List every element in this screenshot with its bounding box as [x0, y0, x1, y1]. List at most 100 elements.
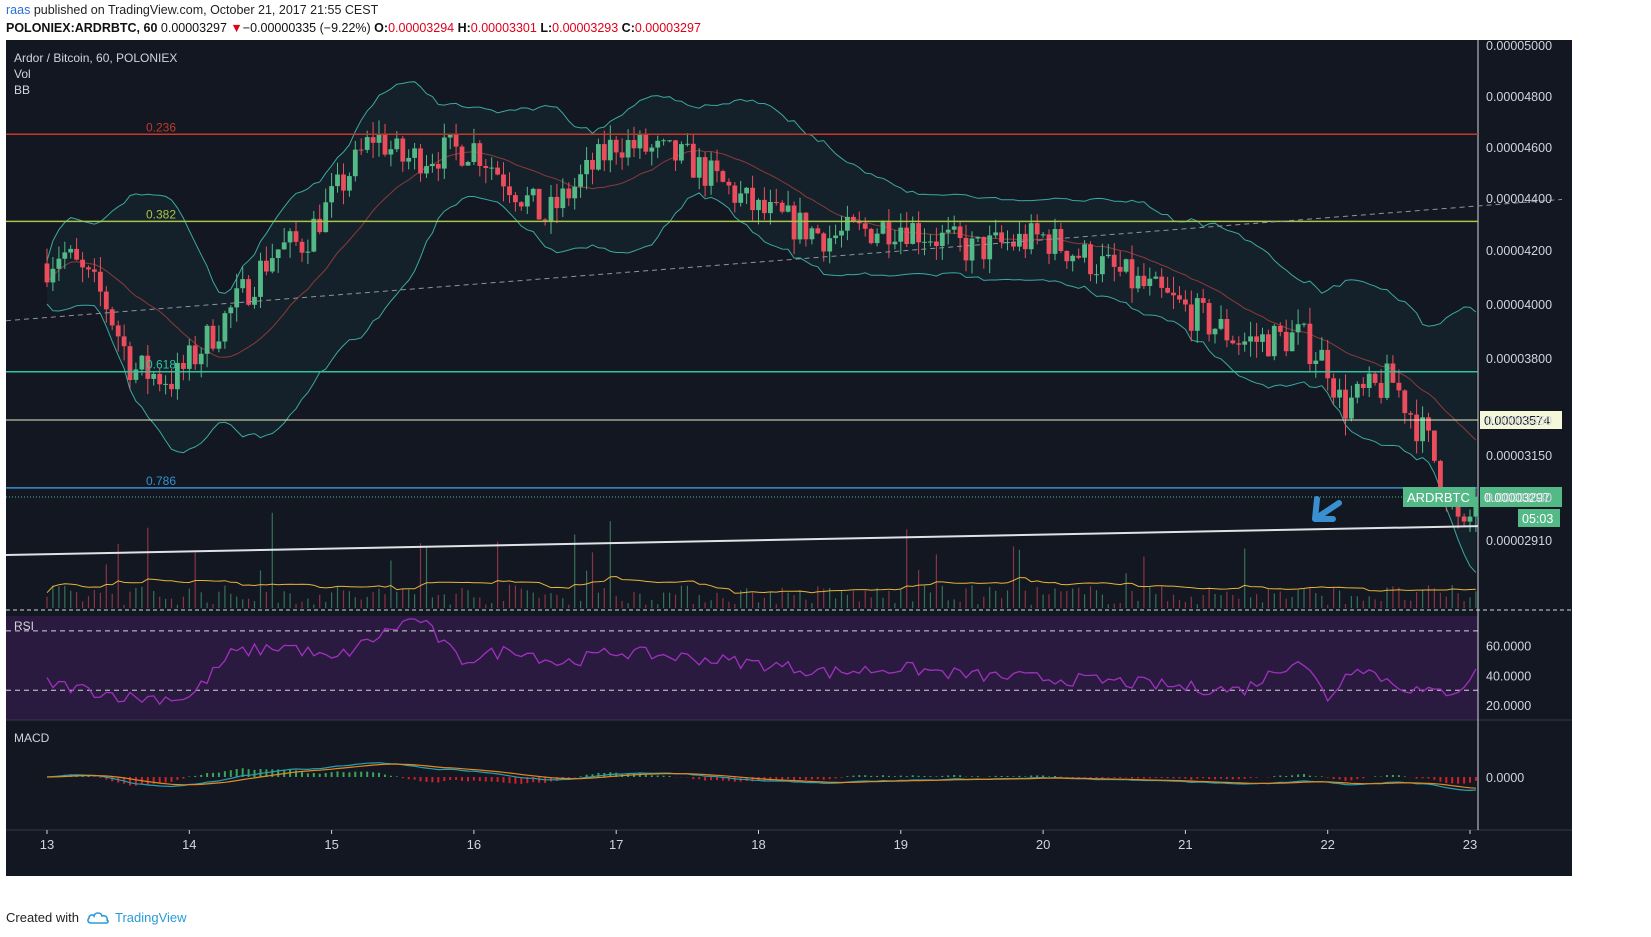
candle-body [584, 160, 589, 175]
open-value: 0.00003294 [388, 21, 455, 35]
candle-body [1277, 325, 1283, 332]
macd-histogram-bar [217, 772, 220, 777]
macd-histogram-bar [1445, 777, 1448, 784]
macd-histogram-bar [1184, 777, 1187, 779]
macd-histogram-bar [1439, 777, 1442, 782]
volume-bar [722, 597, 724, 608]
macd-histogram-bar [247, 769, 250, 777]
macd-histogram-bar [1036, 775, 1039, 777]
candle-body [1420, 417, 1425, 442]
macd-histogram-bar [1137, 777, 1139, 779]
candle-body [394, 138, 400, 150]
volume-bar [1119, 603, 1121, 608]
high-label: H: [457, 21, 471, 35]
candle-body [625, 140, 631, 158]
candle-body [323, 202, 329, 233]
volume-bar [692, 604, 694, 608]
macd-histogram-bar [1160, 777, 1163, 778]
macd-histogram-bar [1451, 777, 1454, 784]
candle-body [779, 202, 785, 212]
candle-body [1331, 378, 1336, 398]
candle-body [1242, 341, 1248, 345]
volume-bar [953, 599, 955, 608]
volume-bar [959, 601, 961, 608]
macd-histogram-bar [799, 777, 801, 780]
volume-bar [918, 569, 920, 608]
candle-body [554, 196, 560, 209]
volume-bar [1232, 595, 1234, 608]
macd-line [46, 762, 1476, 792]
macd-histogram-bar [1457, 777, 1460, 784]
macd-histogram-bar [828, 777, 831, 780]
macd-histogram-bar [870, 775, 873, 777]
volume-bar [1333, 586, 1335, 608]
macd-histogram-bar [384, 774, 386, 777]
candle-body [607, 139, 613, 161]
last-price-tag [1480, 487, 1562, 507]
price-axis-tick: 0.00003800 [1486, 352, 1552, 366]
candle-body [1260, 334, 1265, 342]
candle-body [121, 336, 127, 347]
volume-bar [1095, 590, 1098, 608]
volume-bar [846, 594, 848, 608]
volume-bar [734, 604, 736, 608]
tradingview-link[interactable]: TradingView [87, 910, 187, 925]
candle-body [803, 212, 809, 240]
macd-histogram-bar [929, 776, 932, 777]
volume-bar [212, 604, 214, 608]
volume-bar [965, 588, 967, 608]
candle-body [447, 134, 453, 138]
volume-bar [508, 584, 511, 608]
candle-body [1248, 336, 1253, 342]
rsi-line [46, 618, 1477, 706]
candle-body [1461, 516, 1467, 522]
candle-body [548, 196, 554, 222]
created-with-label: Created with [6, 910, 79, 925]
volume-bar [514, 585, 516, 608]
candle-body [791, 205, 797, 240]
macd-histogram-bar [455, 777, 458, 780]
candle-body [341, 174, 346, 191]
macd-histogram-bar [87, 776, 90, 777]
volume-bar [929, 592, 931, 608]
volume-bar [1178, 600, 1181, 608]
macd-histogram-bar [644, 774, 647, 777]
price-axis-tick: 0.00004800 [1486, 90, 1552, 104]
volume-bar [698, 594, 700, 608]
macd-histogram-bar [1030, 775, 1033, 777]
candle-body [821, 233, 827, 252]
candle-body [299, 241, 305, 253]
macd-histogram-bar [105, 777, 108, 780]
candle-body [922, 241, 927, 243]
candle-body [756, 199, 761, 211]
author-link[interactable]: raas [6, 3, 31, 17]
macd-histogram-bar [461, 777, 463, 781]
price-axis-tick: 0.00003150 [1486, 449, 1552, 463]
candle-body [103, 291, 109, 310]
candle-body [1254, 336, 1259, 342]
macd-histogram-bar [146, 777, 149, 785]
volume-bar [1261, 602, 1264, 608]
candle-body [738, 193, 744, 203]
volume-bar [1427, 585, 1430, 608]
volume-bar [1315, 593, 1317, 608]
change-value: −0.00000335 (−9.22%) [242, 21, 371, 35]
macd-histogram-bar [816, 777, 819, 780]
macd-histogram-bar [1107, 777, 1110, 778]
candle-body [1088, 244, 1093, 275]
macd-histogram-bar [1208, 777, 1211, 780]
candle-body [418, 148, 423, 174]
volume-bar [1339, 590, 1341, 608]
chart-area[interactable]: 0.236 0.382 0.618 0.786 0.00003574 ARDRBTC 0.0… [6, 40, 1572, 876]
candle-body [726, 181, 732, 186]
macd-histogram-bar [1314, 776, 1317, 777]
volume-bar [1048, 594, 1050, 608]
macd-histogram-bar [526, 777, 529, 784]
volume-bar [651, 600, 653, 608]
macd-histogram-bar [911, 775, 914, 777]
volume-bar [935, 554, 937, 608]
candle-body [305, 251, 311, 253]
macd-histogram-bar [852, 775, 855, 777]
macd-histogram-bar [1142, 777, 1145, 779]
candle-body [833, 235, 838, 239]
